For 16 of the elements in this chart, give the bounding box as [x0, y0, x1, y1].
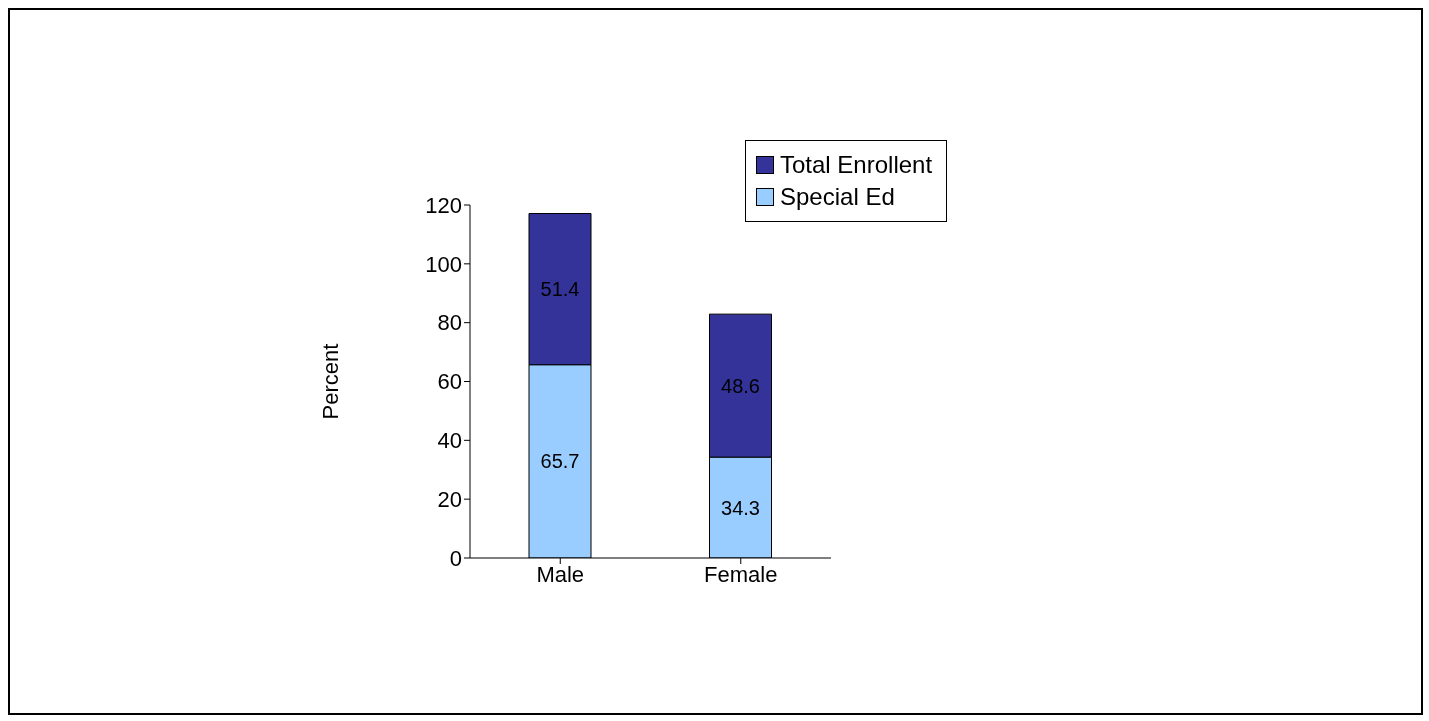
- y-tick-label: 120: [425, 192, 462, 218]
- legend-label: Total Enrollent: [780, 151, 933, 179]
- y-tick-label: 20: [437, 486, 462, 512]
- data-label: 48.6: [721, 374, 760, 397]
- y-tick-label: 40: [437, 428, 462, 454]
- data-label: 65.7: [540, 450, 580, 473]
- y-tick-label: 80: [437, 310, 462, 336]
- legend-label: Special Ed: [780, 183, 895, 211]
- y-tick-label: 100: [425, 251, 462, 277]
- y-tick-label: 0: [449, 545, 462, 571]
- x-tick-label: Male: [536, 561, 585, 587]
- x-tick-label: Female: [704, 561, 778, 587]
- data-label: 51.4: [540, 278, 580, 301]
- y-tick-label: 60: [437, 369, 462, 395]
- y-axis-title: Percent: [317, 343, 343, 420]
- data-label: 34.3: [721, 496, 760, 519]
